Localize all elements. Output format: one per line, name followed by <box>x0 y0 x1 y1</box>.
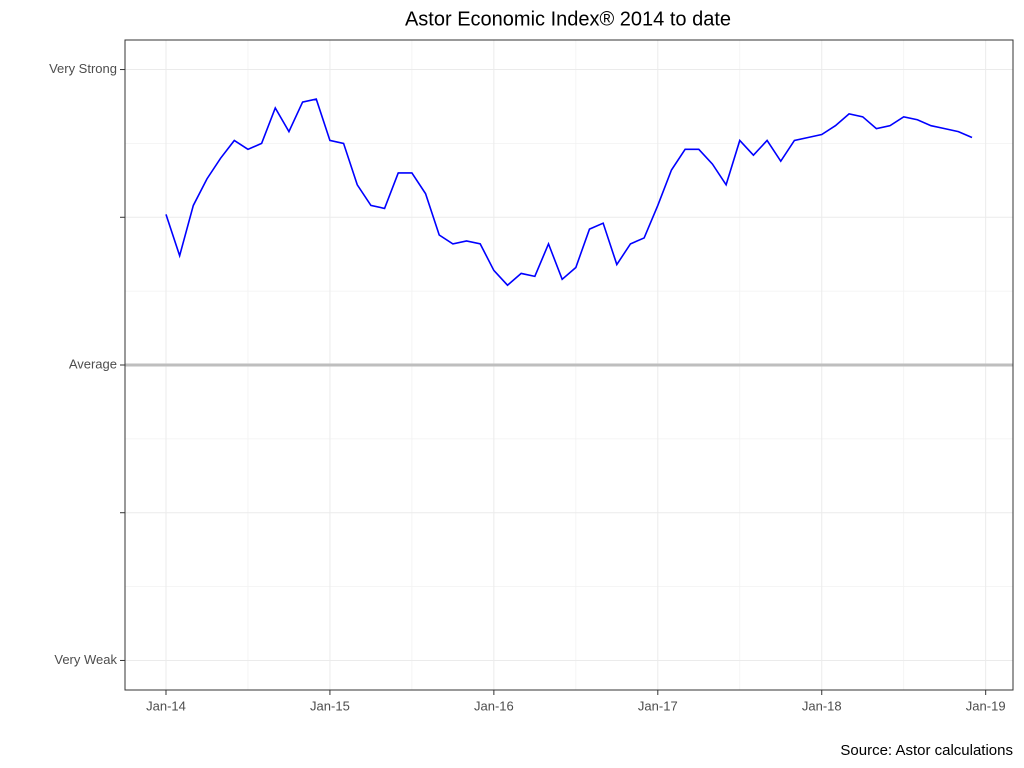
y-tick-label: Very Weak <box>54 652 117 667</box>
x-tick-label: Jan-14 <box>146 698 186 713</box>
x-tick-label: Jan-16 <box>474 698 514 713</box>
caption: Source: Astor calculations <box>840 742 1013 759</box>
chart-title: Astor Economic Index® 2014 to date <box>405 8 731 30</box>
y-tick-label: Average <box>69 356 117 371</box>
series-line <box>165 98 973 287</box>
plot-border <box>124 39 1014 691</box>
x-tick-label: Jan-17 <box>638 698 678 713</box>
x-tick-label: Jan-18 <box>802 698 842 713</box>
x-tick-label: Jan-19 <box>966 698 1006 713</box>
x-tick-label: Jan-15 <box>310 698 350 713</box>
y-tick-label: Very Strong <box>49 61 117 76</box>
